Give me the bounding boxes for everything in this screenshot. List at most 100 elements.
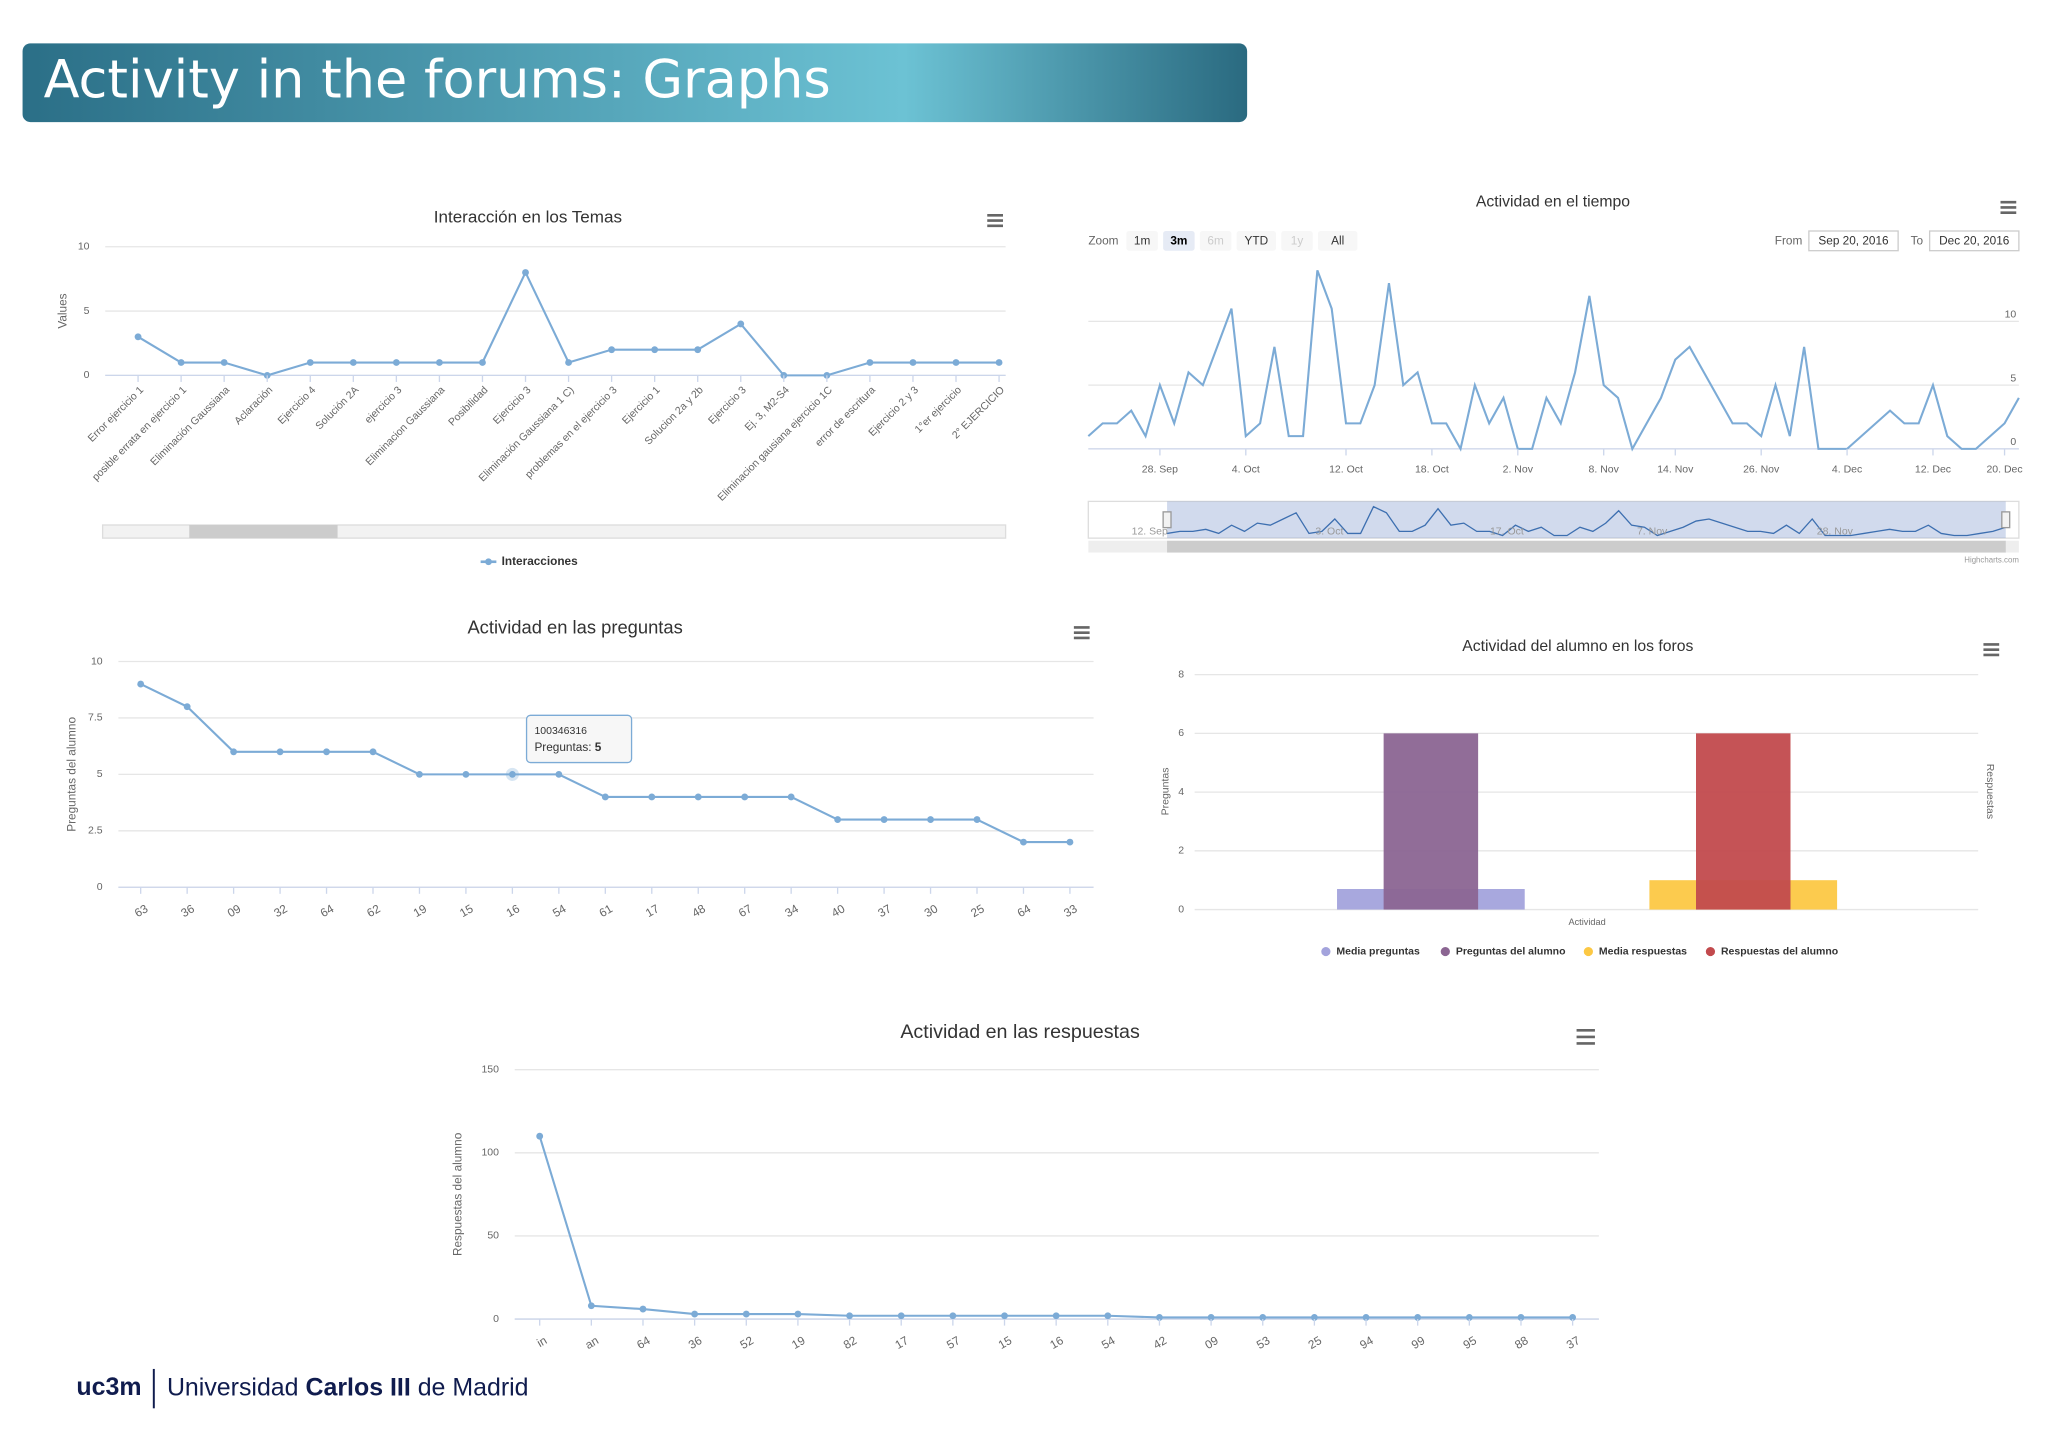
x-tick-label: 26. Nov: [1743, 464, 1780, 476]
x-tick-label: 94: [1357, 1333, 1376, 1352]
y-axis-label: Preguntas: [1160, 768, 1172, 816]
navigator-handle[interactable]: [2001, 511, 2011, 529]
bar: [1383, 733, 1479, 910]
data-point: [1569, 1313, 1577, 1321]
x-tick-label: 52: [738, 1333, 756, 1352]
zoom-button[interactable]: [1318, 231, 1358, 251]
range-to-input[interactable]: [1928, 230, 2020, 252]
data-point: [323, 748, 330, 756]
legend-label: Respuestas del alumno: [1721, 945, 1838, 957]
chart-title: Actividad en el tiempo: [1476, 193, 1630, 210]
y-tick-label: 0: [84, 369, 90, 381]
data-point: [565, 359, 572, 366]
x-tick-label: 12. Oct: [1329, 464, 1363, 476]
y-tick-label: 50: [487, 1230, 499, 1242]
data-point: [737, 320, 745, 328]
data-point: [794, 1310, 802, 1318]
range-to-value: Dec 20, 2016: [1939, 234, 2010, 248]
x-tick-label: 25: [1306, 1333, 1325, 1352]
y-tick-label: 0: [493, 1313, 499, 1325]
y-tick-label: 10: [78, 241, 90, 253]
data-point: [927, 816, 934, 823]
data-point: [742, 1310, 750, 1318]
data-point: [834, 816, 842, 823]
zoom-button[interactable]: [1281, 231, 1313, 251]
zoom-button[interactable]: [1163, 231, 1195, 251]
legend-marker: [1321, 946, 1331, 957]
x-tick-label: 33: [1061, 901, 1080, 920]
data-point: [392, 359, 400, 366]
x-tick-label: 37: [875, 901, 893, 920]
data-point: [846, 1312, 853, 1320]
data-point: [608, 346, 616, 354]
data-point: [866, 359, 874, 366]
data-point: [1310, 1313, 1318, 1321]
data-point: [1001, 1312, 1008, 1320]
series-line: [538, 1135, 1573, 1319]
tooltip-box: [525, 714, 633, 764]
chart-title: Actividad del alumno en los foros: [1462, 638, 1693, 655]
x-tick-label: Eliminacion Gaussiana: [363, 384, 447, 468]
y2-axis-label: Respuestas: [1984, 764, 1996, 819]
navigator-scrollbar-thumb[interactable]: [1167, 540, 2006, 553]
x-tick-label: Ejercicio 3: [491, 384, 534, 427]
x-tick-label: 20. Dec: [1986, 464, 2022, 476]
zoom-button[interactable]: [1199, 231, 1232, 251]
data-point: [220, 359, 228, 366]
x-tick-label: 2. Nov: [1503, 464, 1534, 476]
data-point: [555, 770, 563, 778]
x-tick-label: 63: [132, 901, 151, 920]
x-tick-label: 19: [411, 901, 429, 920]
credits: Highcharts.com: [1964, 556, 2019, 565]
y-tick-label: 150: [481, 1063, 499, 1075]
legend-marker: [1440, 946, 1450, 957]
x-tick-label: Ejercicio 3: [706, 384, 749, 427]
data-point: [1259, 1313, 1267, 1321]
navigator-line: [1166, 505, 2006, 537]
data-point: [648, 793, 656, 801]
navigator-handle[interactable]: [1162, 511, 1172, 529]
data-point: [1066, 838, 1074, 846]
navigator-label: 3. Oct: [1315, 525, 1343, 537]
data-point: [601, 793, 609, 801]
x-tick-label: 99: [1409, 1333, 1427, 1352]
range-from-input[interactable]: [1808, 230, 1899, 252]
navigator-selection[interactable]: [1167, 501, 2006, 539]
x-tick-label: 67: [736, 901, 754, 920]
x-tick-label: 36: [686, 1333, 705, 1352]
y-tick-label: 10: [2005, 309, 2017, 321]
data-point: [183, 703, 191, 711]
x-tick-label: 42: [1151, 1333, 1169, 1352]
data-point: [1414, 1313, 1422, 1321]
data-point: [1156, 1313, 1163, 1321]
data-point: [1207, 1313, 1215, 1321]
data-point: [462, 770, 470, 778]
navigator-label: 12. Sep: [1132, 525, 1168, 537]
x-tick-label: 8. Nov: [1589, 464, 1620, 476]
legend-label: Media respuestas: [1599, 945, 1687, 957]
y-tick-label: 0: [1178, 903, 1184, 915]
data-point: [1465, 1313, 1473, 1321]
zoom-button[interactable]: [1236, 231, 1276, 251]
navigator-frame: [1087, 500, 2020, 539]
zoom-button-label: 1y: [1291, 234, 1304, 248]
data-point: [479, 359, 486, 366]
data-point: [306, 359, 314, 366]
x-tick-label: problemas en el ejercicio 3: [523, 384, 620, 481]
x-tick-label: Actividad: [1568, 917, 1605, 927]
tooltip-value: 5: [595, 740, 602, 754]
data-point: [1104, 1312, 1112, 1320]
x-tick-label: 32: [271, 901, 289, 920]
data-point: [897, 1312, 905, 1320]
zoom-button-label: 6m: [1207, 234, 1224, 248]
x-tick-label: Ejercicio 4: [276, 384, 319, 427]
x-tick-label: 25: [968, 901, 987, 920]
zoom-button[interactable]: [1126, 231, 1158, 251]
x-tick-label: 15: [457, 901, 476, 920]
menu-icons[interactable]: [987, 200, 2017, 1045]
data-point: [1362, 1313, 1370, 1321]
x-tick-label: 09: [1202, 1333, 1220, 1352]
data-point: [416, 770, 423, 778]
zoom-button-label: YTD: [1245, 234, 1269, 248]
